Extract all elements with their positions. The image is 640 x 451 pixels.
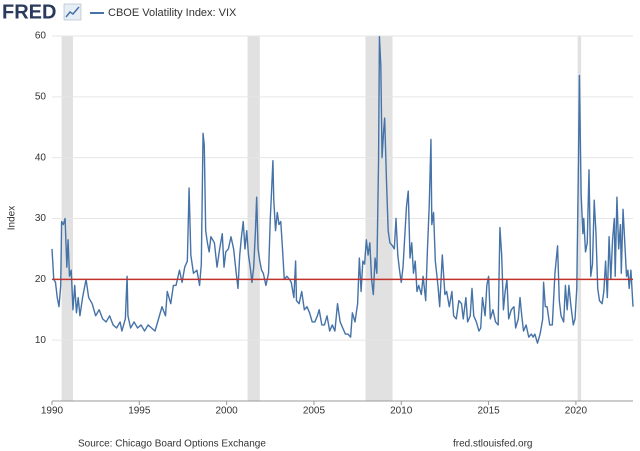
y-tick-label: 10 bbox=[35, 335, 47, 346]
y-tick-label: 30 bbox=[35, 213, 47, 224]
y-tick-label: 40 bbox=[35, 152, 47, 163]
y-tick-label: 20 bbox=[35, 274, 47, 285]
source: Source: Chicago Board Options Exchange bbox=[78, 439, 266, 450]
logo-icon bbox=[63, 3, 82, 21]
series-line bbox=[51, 35, 634, 344]
site: fred.stlouisfed.org bbox=[453, 439, 533, 450]
x-tick-label: 2010 bbox=[390, 406, 413, 417]
x-tick-label: 1990 bbox=[41, 406, 64, 417]
x-tick-label: 1995 bbox=[128, 406, 151, 417]
x-tick-label: 2020 bbox=[565, 406, 588, 417]
x-tick-label: 2015 bbox=[477, 406, 500, 417]
y-axis-label: Index bbox=[7, 206, 18, 230]
legend-label: CBOE Volatility Index: VIX bbox=[108, 7, 237, 19]
x-tick-label: 2000 bbox=[216, 406, 239, 417]
x-tick-label: 2005 bbox=[303, 406, 326, 417]
y-tick-label: 60 bbox=[35, 31, 47, 42]
logo: FRED bbox=[2, 1, 56, 23]
y-tick-label: 50 bbox=[35, 91, 47, 102]
